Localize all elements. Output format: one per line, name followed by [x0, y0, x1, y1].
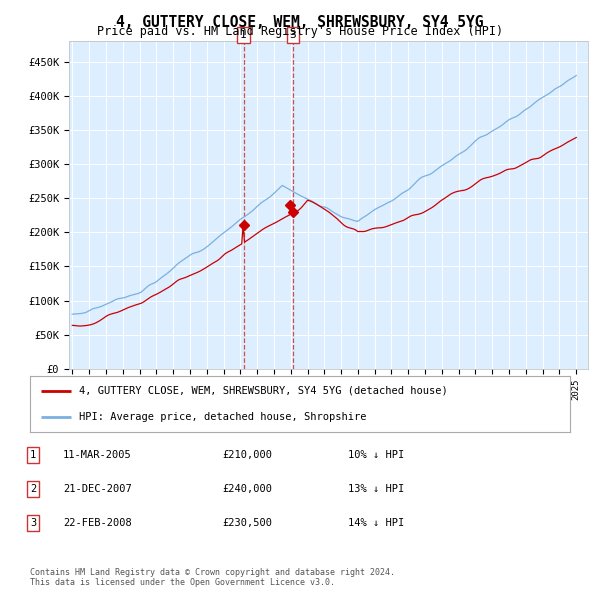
Text: 3: 3 — [290, 30, 296, 40]
Text: 13% ↓ HPI: 13% ↓ HPI — [348, 484, 404, 494]
Text: 4, GUTTERY CLOSE, WEM, SHREWSBURY, SY4 5YG (detached house): 4, GUTTERY CLOSE, WEM, SHREWSBURY, SY4 5… — [79, 386, 448, 396]
Text: £240,000: £240,000 — [222, 484, 272, 494]
Text: 11-MAR-2005: 11-MAR-2005 — [63, 450, 132, 460]
Text: 4, GUTTERY CLOSE, WEM, SHREWSBURY, SY4 5YG: 4, GUTTERY CLOSE, WEM, SHREWSBURY, SY4 5… — [116, 15, 484, 30]
Text: £210,000: £210,000 — [222, 450, 272, 460]
Text: HPI: Average price, detached house, Shropshire: HPI: Average price, detached house, Shro… — [79, 412, 366, 422]
Text: Contains HM Land Registry data © Crown copyright and database right 2024.
This d: Contains HM Land Registry data © Crown c… — [30, 568, 395, 587]
Text: 22-FEB-2008: 22-FEB-2008 — [63, 519, 132, 528]
Text: 21-DEC-2007: 21-DEC-2007 — [63, 484, 132, 494]
Text: 10% ↓ HPI: 10% ↓ HPI — [348, 450, 404, 460]
Text: 2: 2 — [30, 484, 36, 494]
Text: £230,500: £230,500 — [222, 519, 272, 528]
Text: Price paid vs. HM Land Registry's House Price Index (HPI): Price paid vs. HM Land Registry's House … — [97, 25, 503, 38]
Text: 1: 1 — [30, 450, 36, 460]
Text: 1: 1 — [240, 30, 247, 40]
Text: 3: 3 — [30, 519, 36, 528]
Text: 14% ↓ HPI: 14% ↓ HPI — [348, 519, 404, 528]
